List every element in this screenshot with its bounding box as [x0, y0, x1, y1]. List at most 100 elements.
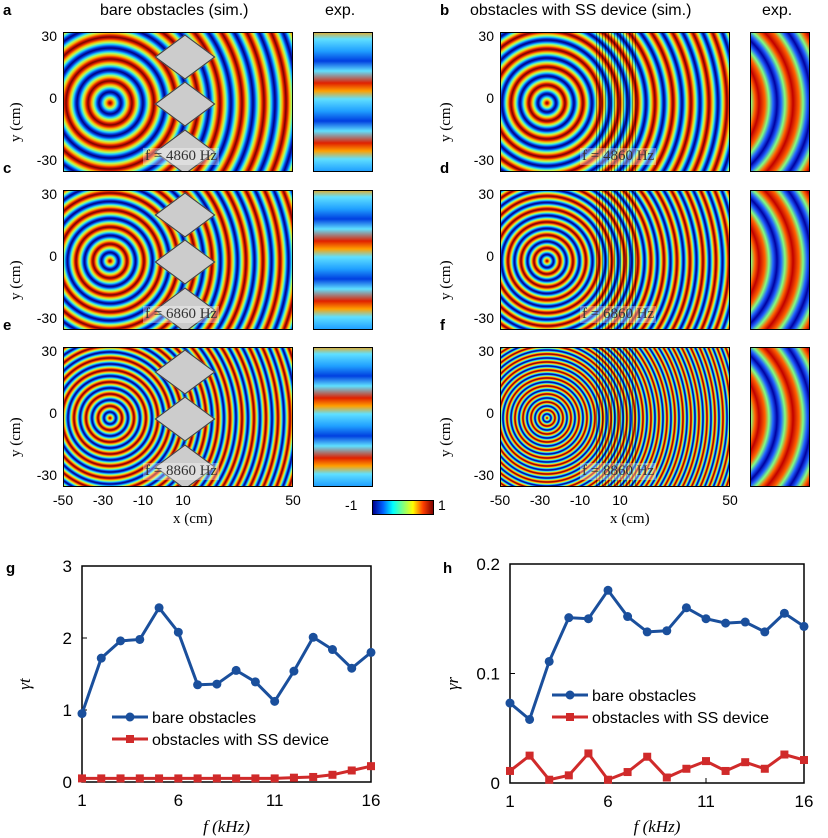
- data-point: [584, 749, 593, 758]
- d-field-map: [500, 190, 730, 330]
- ss-device: [596, 33, 638, 171]
- x-tick: 10: [612, 492, 628, 508]
- a-frequency: f = 4860 Hz: [143, 148, 220, 165]
- legend-label: obstacles with SS device: [592, 710, 769, 727]
- x-tick: -50: [52, 492, 74, 508]
- y-tick: -30: [473, 152, 494, 168]
- x-tick-label: 6: [174, 791, 183, 810]
- series-line-1: [509, 751, 805, 782]
- data-point: [328, 770, 337, 779]
- e-field-map: [63, 347, 293, 487]
- y-tick: 30: [41, 28, 57, 44]
- y-tick: 30: [478, 343, 494, 359]
- f-exp-map: [750, 347, 810, 487]
- y-tick-label: 3: [63, 557, 72, 576]
- series-line-0: [80, 605, 372, 715]
- y-tick: 30: [41, 186, 57, 202]
- data-point: [545, 775, 554, 784]
- data-point: [193, 774, 202, 783]
- y-axis-label: γt: [15, 677, 34, 690]
- data-point: [135, 634, 145, 644]
- x-axis-label: x (cm): [173, 511, 213, 527]
- b-exp-map: [750, 32, 810, 172]
- data-point: [623, 612, 633, 622]
- data-point: [604, 775, 612, 784]
- plot-area: [81, 565, 372, 783]
- series-line-0: [509, 587, 805, 723]
- x-tick: -10: [569, 492, 591, 508]
- data-point: [308, 632, 318, 642]
- y-axis-label: γr: [443, 676, 462, 690]
- b-panel-letter: b: [440, 2, 450, 19]
- data-point: [564, 613, 574, 623]
- x-tick: -30: [529, 492, 551, 508]
- y-tick: 30: [478, 28, 494, 44]
- data-point: [779, 608, 789, 618]
- panel-title: bare obstacles (sim.): [100, 2, 249, 19]
- y-tick: -30: [36, 310, 57, 326]
- y-tick: 0: [49, 405, 57, 421]
- legend-label: bare obstacles: [152, 710, 256, 727]
- panel-letter: h: [443, 560, 452, 577]
- data-point: [270, 774, 279, 783]
- data-point: [741, 758, 750, 767]
- data-point: [347, 766, 356, 775]
- y-tick: 30: [478, 186, 494, 202]
- data-point: [327, 645, 337, 655]
- legend-marker: [126, 735, 134, 743]
- y-tick: -30: [36, 152, 57, 168]
- x-tick-label: 11: [266, 791, 284, 810]
- data-point: [212, 679, 222, 689]
- data-point: [682, 764, 691, 773]
- f-field-map: [500, 347, 730, 487]
- data-point: [367, 762, 375, 771]
- y-tick: 30: [41, 343, 57, 359]
- data-point: [289, 666, 299, 676]
- series-line-1: [82, 764, 372, 780]
- e-frequency: f = 8860 Hz: [143, 463, 220, 480]
- data-point: [505, 698, 515, 708]
- data-point: [366, 647, 376, 657]
- data-point: [799, 621, 809, 631]
- data-point: [544, 656, 554, 666]
- e-exp-map: [313, 347, 373, 487]
- data-point: [760, 764, 769, 773]
- a-field-map: [63, 32, 293, 172]
- x-axis-label: x (cm): [610, 511, 650, 527]
- x-tick-label: 11: [697, 792, 715, 811]
- data-point: [525, 751, 534, 760]
- legend-marker: [566, 713, 574, 721]
- y-tick: 0: [49, 248, 57, 264]
- c-field-map: [63, 190, 293, 330]
- plot-area: [509, 563, 805, 784]
- exp-label: exp.: [762, 2, 793, 19]
- data-point: [740, 617, 750, 627]
- data-point: [250, 677, 260, 687]
- a-exp-map: [313, 32, 373, 172]
- y-tick: 0: [486, 90, 494, 106]
- data-point: [525, 714, 535, 724]
- b-frequency: f = 4860 Hz: [580, 148, 657, 165]
- panel-title: obstacles with SS device (sim.): [470, 2, 692, 19]
- data-point: [77, 709, 87, 719]
- data-point: [506, 766, 514, 775]
- e-panel-letter: e: [3, 317, 12, 334]
- legend-label: bare obstacles: [592, 688, 696, 705]
- data-point: [270, 696, 280, 706]
- data-point: [174, 774, 183, 783]
- b-field-map: [500, 32, 730, 172]
- ss-device: [596, 191, 638, 329]
- y-tick-label: 2: [63, 629, 72, 648]
- y-tick: 0: [49, 90, 57, 106]
- data-point: [800, 756, 808, 765]
- data-point: [583, 614, 593, 624]
- data-point: [231, 665, 241, 675]
- y-tick-label: 0.2: [476, 555, 500, 574]
- c-exp-map: [313, 190, 373, 330]
- c-panel-letter: c: [3, 160, 12, 177]
- ss-device: [596, 348, 638, 486]
- data-point: [760, 627, 770, 637]
- data-point: [251, 774, 260, 783]
